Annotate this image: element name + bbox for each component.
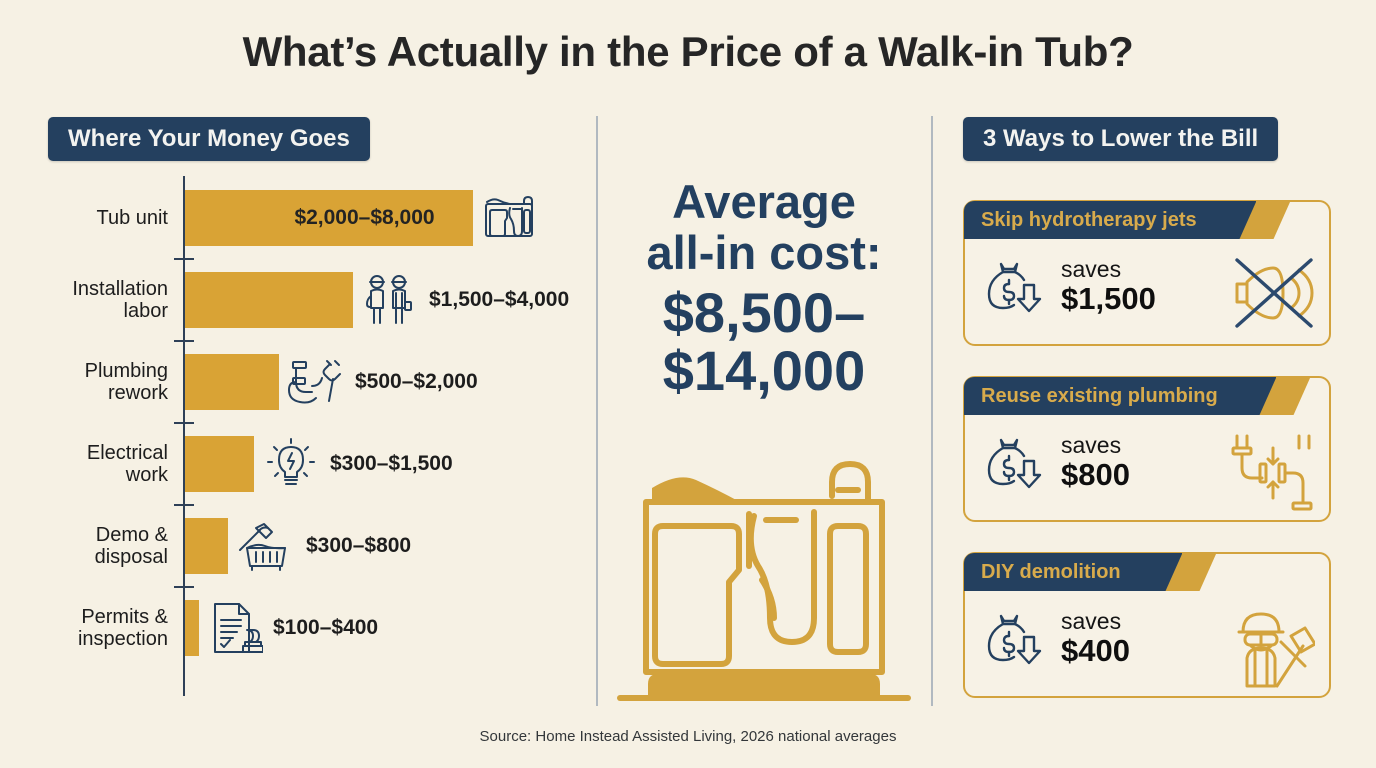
chart-bar [185,518,228,574]
permit-document-stamp-icon [207,600,263,656]
savings-amount-block: saves $800 [1061,433,1130,493]
walk-in-tub-icon [481,190,537,246]
saves-amount: $400 [1061,632,1130,668]
savings-card-body: saves $400 [965,592,1329,696]
chart-bar-value: $100–$400 [273,616,379,639]
chart-row-label: Electrical work [40,436,168,492]
chart-axis-tick [174,586,194,588]
average-cost-callout: Average all-in cost: $8,500– $14,000 [606,178,922,399]
money-bag-down-arrow-icon [983,612,1045,679]
savings-card-title: Reuse existing plumbing [964,377,1276,415]
chart-row: Electrical work $300–$1,500 [40,436,596,492]
average-amount-line-1: $8,500– [662,281,866,344]
chart-bar [185,354,279,410]
savings-amount-block: saves $1,500 [1061,257,1156,317]
savings-amount-block: saves $400 [1061,609,1130,669]
savings-card-body: saves $1,500 [965,240,1329,344]
savings-card[interactable]: Skip hydrotherapy jets saves $1,500 [963,200,1331,346]
chart-axis-line [183,176,185,696]
cost-breakdown-bar-chart: Tub unit $2,000–$8,000 Installation labor $1… [40,176,596,696]
chart-row-label-line: Installation [72,277,168,300]
chart-row-label-line: inspection [77,628,168,650]
average-amount-line-2: $14,000 [662,339,866,402]
chart-bar-value: $500–$2,000 [355,370,478,393]
chart-bar-value: $2,000–$8,000 [294,206,435,229]
average-line-2: all-in cost: [646,226,882,279]
chart-row-label: Plumbing rework [40,354,168,410]
chart-row: Tub unit $2,000–$8,000 [40,190,596,246]
saves-label: saves [1061,432,1122,458]
chart-axis-tick [174,504,194,506]
chart-row-label-line: Permits & [81,605,168,628]
hammer-and-dumpster-icon [236,518,296,574]
pipe-connection-icon [1231,430,1315,517]
savings-card-body: saves $800 [965,416,1329,520]
money-bag-down-arrow-icon [983,260,1045,327]
vertical-divider-left [596,116,598,706]
chart-bar [185,190,473,246]
source-note: Source: Home Instead Assisted Living, 20… [479,728,897,745]
chart-row: Installation labor $1,500–$4,000 [40,272,596,328]
savings-card[interactable]: Reuse existing plumbing saves $800 [963,376,1331,522]
vertical-divider-right [931,116,933,706]
walk-in-tub-illustration [606,440,922,706]
chart-row-label-line: Electrical [86,441,168,464]
two-workers-icon [361,272,417,328]
average-line-1: Average [672,175,856,228]
chart-axis-tick [174,258,194,260]
chart-bar [185,272,353,328]
chart-row-label-line: labor [123,300,168,322]
money-bag-down-arrow-icon [983,436,1045,503]
saves-amount: $800 [1061,456,1130,492]
chart-row-label-line: Tub unit [96,206,168,229]
saves-amount: $1,500 [1061,280,1156,316]
saves-label: saves [1061,608,1122,634]
chart-bar [185,436,254,492]
chart-row-label: Installation labor [40,272,168,328]
left-panel-header: Where Your Money Goes [48,117,370,161]
chart-row-label-line: rework [107,382,168,404]
chart-bar-value: $300–$1,500 [330,452,453,475]
savings-card[interactable]: DIY demolition saves $400 [963,552,1331,698]
chart-row-label: Permits & inspection [40,600,168,656]
chart-row: Permits & inspection $100–$400 [40,600,596,656]
right-panel-header: 3 Ways to Lower the Bill [963,117,1279,161]
chart-bar-value: $300–$800 [306,534,412,557]
lightbulb-bolt-icon [262,436,320,492]
saves-label: saves [1061,256,1122,282]
savings-card-title: DIY demolition [964,553,1182,591]
chart-row-label-line: disposal [94,546,168,568]
crossed-out-jet-nozzle-icon [1231,254,1315,337]
savings-card-title: Skip hydrotherapy jets [964,201,1256,239]
chart-row-label-line: work [125,464,168,486]
page-title: What’s Actually in the Price of a Walk-i… [242,28,1134,75]
chart-bar-value: $1,500–$4,000 [429,288,570,311]
chart-row-label-line: Plumbing [84,359,168,382]
pipe-and-wrench-icon [287,354,345,410]
chart-axis-tick [174,422,194,424]
worker-with-sledgehammer-icon [1229,606,1317,695]
chart-row-label: Tub unit [40,190,168,246]
chart-row-label-line: Demo & [95,523,168,546]
chart-row: Plumbing rework $500–$2,000 [40,354,596,410]
chart-bar [185,600,199,656]
chart-axis-tick [174,340,194,342]
chart-row-label: Demo & disposal [40,518,168,574]
chart-row: Demo & disposal $300–$800 [40,518,596,574]
